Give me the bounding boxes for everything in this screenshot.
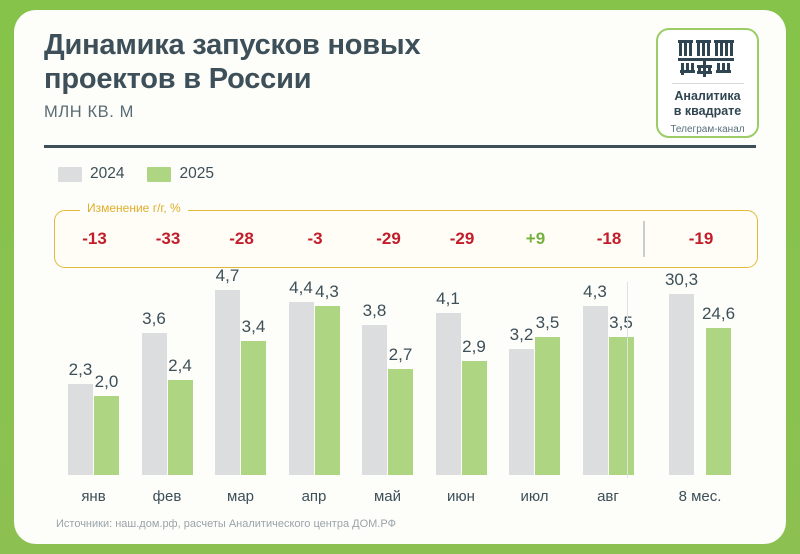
bar-2025-фев[interactable]	[167, 380, 193, 475]
logo-line-2: в квадрате	[673, 104, 742, 119]
bar-2025-май[interactable]	[388, 369, 413, 475]
bar-2024-фев[interactable]	[141, 333, 167, 475]
legend-label-2024: 2024	[90, 165, 125, 182]
bar-2024-июл[interactable]	[509, 349, 534, 475]
bar-label-2024-апр: 4,4	[289, 278, 313, 297]
yoy-change-title: Изменение г/г, %	[80, 201, 188, 215]
yoy-change-мар: -28	[229, 229, 254, 248]
bar-chart-plot: 2,3 2,0 3,6 2,4 4,7 3,4 4,4 4,3 3,8 2,7 4,1 2,9 3,2 3…	[44, 266, 756, 475]
bar-label-2024-июн: 4,1	[436, 289, 460, 308]
bar-label-2025-summary: 24,6	[701, 304, 736, 323]
source-note: Источники: наш.дом.рф, расчеты Аналитиче…	[56, 518, 396, 530]
x-label-авг: авг	[597, 488, 619, 505]
yoy-change-divider	[643, 221, 645, 257]
bar-2024-май[interactable]	[362, 325, 387, 475]
yoy-change-values: -13 -33 -28 -3 -29 -29 +9 -18 -19	[55, 229, 757, 255]
x-label-июн: июн	[447, 488, 475, 505]
bar-label-2025-июл: 3,5	[535, 313, 560, 332]
page-subtitle: МЛН КВ. М	[44, 103, 135, 122]
legend-swatch-2024	[58, 166, 82, 182]
bar-label-2025-мар: 3,4	[241, 317, 266, 336]
bar-2024-summary[interactable]	[669, 294, 694, 475]
logo-line-1: Аналитика	[674, 89, 741, 103]
header-divider	[44, 145, 756, 148]
bar-2025-авг[interactable]	[608, 337, 634, 475]
bar-label-2025-авг: 3,5	[609, 313, 633, 332]
x-label-мар: мар	[227, 488, 254, 505]
domrf-logo-badge[interactable]: Аналитика в квадрате Телеграм-канал	[656, 28, 759, 138]
bar-2024-июн[interactable]	[435, 313, 461, 475]
bar-2024-мар[interactable]	[215, 290, 240, 475]
bar-label-2025-янв: 2,0	[94, 372, 119, 391]
x-label-янв: янв	[81, 488, 106, 505]
logo-divider	[671, 83, 744, 84]
yoy-change-апр: -3	[307, 229, 323, 248]
domrf-logo-icon	[677, 40, 734, 77]
legend-label-2025: 2025	[179, 165, 214, 182]
legend-item-2024[interactable]: 2024	[58, 165, 124, 183]
bar-label-2024-фев: 3,6	[142, 309, 166, 328]
yoy-change-фев: -33	[155, 229, 181, 248]
yoy-change-авг: -18	[596, 229, 622, 248]
chart-legend: 2024 2025	[58, 165, 226, 183]
bar-2025-июн[interactable]	[461, 361, 487, 475]
bar-2024-апр[interactable]	[288, 302, 314, 475]
bar-2025-июл[interactable]	[535, 337, 560, 475]
bar-2025-апр[interactable]	[314, 306, 340, 475]
logo-telegram-label: Телеграм-канал	[670, 123, 745, 135]
x-label-фев: фев	[152, 488, 182, 505]
summary-divider	[627, 282, 629, 478]
bar-2025-мар[interactable]	[241, 341, 266, 475]
bar-label-2024-июл: 3,2	[509, 325, 534, 344]
yoy-change-summary: -19	[688, 229, 714, 248]
title-line-1: Динамика запусков новых	[44, 29, 421, 61]
x-label-апр: апр	[301, 488, 327, 505]
header: Динамика запусков новых проектов в Росси…	[44, 28, 644, 122]
x-label-май: май	[373, 488, 402, 505]
bar-label-2025-апр: 4,3	[315, 282, 339, 301]
legend-swatch-2025	[147, 166, 172, 182]
bar-label-2024-summary: 30,3	[664, 270, 699, 289]
page-title: Динамика запусков новых проектов в Росси…	[44, 28, 644, 96]
bar-label-2025-июн: 2,9	[462, 337, 486, 356]
yoy-change-янв: -13	[82, 229, 107, 248]
bar-2025-summary[interactable]	[706, 328, 731, 475]
x-axis-labels: янв фев мар апр май июн июл авг 8 мес.	[44, 488, 756, 510]
x-label-июл: июл	[520, 488, 549, 505]
title-line-2: проектов в России	[44, 63, 312, 96]
yoy-change-май: -29	[376, 229, 401, 248]
bar-label-2025-фев: 2,4	[168, 356, 192, 375]
bar-2025-янв[interactable]	[94, 396, 119, 475]
bar-label-2024-янв: 2,3	[68, 360, 93, 379]
yoy-change-июл: +9	[525, 229, 546, 248]
bar-label-2024-май: 3,8	[362, 301, 387, 320]
legend-item-2025[interactable]: 2025	[147, 165, 214, 183]
bar-label-2025-май: 2,7	[388, 345, 413, 364]
yoy-change-panel: Изменение г/г, % -13 -33 -28 -3 -29 -29 +9 -18-…	[54, 201, 758, 268]
bar-2024-янв[interactable]	[68, 384, 93, 475]
bar-label-2024-мар: 4,7	[215, 266, 240, 285]
bar-label-2024-авг: 4,3	[583, 282, 607, 301]
info-card: Динамика запусков новых проектов в Росси…	[14, 10, 786, 544]
yoy-change-июн: -29	[449, 229, 475, 248]
bar-2024-авг[interactable]	[582, 306, 608, 475]
x-label-summary: 8 мес.	[678, 488, 722, 505]
